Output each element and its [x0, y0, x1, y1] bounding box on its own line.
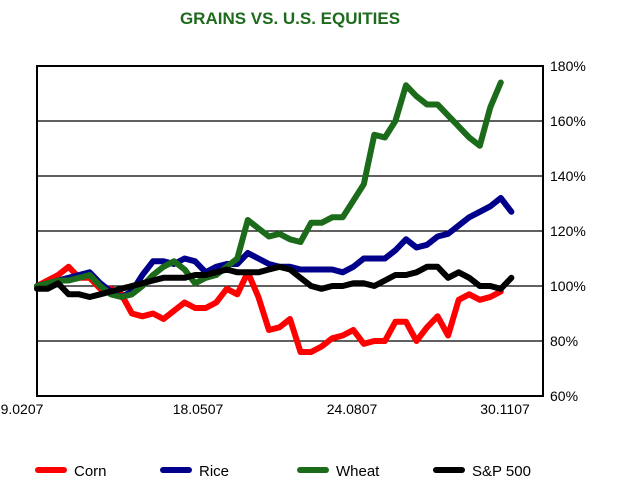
- y-tick-label: 160%: [550, 113, 586, 129]
- x-tick-label: 24.0807: [327, 401, 378, 417]
- y-tick-label: 60%: [550, 388, 578, 404]
- y-tick-label: 100%: [550, 278, 586, 294]
- x-tick-label: 18.0507: [173, 401, 224, 417]
- series-line-corn: [34, 263, 504, 355]
- plot-area-border: [36, 65, 544, 397]
- legend-label-wheat: Wheat: [336, 463, 380, 480]
- gridlines: [37, 120, 543, 342]
- legend-label-s-p-500: S&P 500: [472, 463, 531, 480]
- y-tick-label: 80%: [550, 333, 578, 349]
- x-tick-label: 9.0207: [1, 401, 44, 417]
- series-line-s-p-500: [34, 263, 515, 300]
- legend-label-rice: Rice: [199, 463, 229, 480]
- chart-title: GRAINS VS. U.S. EQUITIES: [180, 9, 400, 28]
- legend: Corn Rice Wheat S&P 500: [35, 463, 531, 480]
- legend-label-corn: Corn: [74, 463, 107, 480]
- y-tick-label: 180%: [550, 58, 586, 74]
- x-axis-ticks: 9.0207 18.0507 24.0807 30.1107: [1, 401, 530, 417]
- y-tick-label: 120%: [550, 223, 586, 239]
- y-axis-ticks: 180% 160% 140% 120% 100% 80% 60%: [550, 58, 586, 404]
- y-tick-label: 140%: [550, 168, 586, 184]
- x-tick-label: 30.1107: [480, 401, 530, 417]
- series-lines: [34, 79, 515, 355]
- series-line-wheat: [34, 79, 504, 300]
- series-line-rice: [34, 195, 515, 300]
